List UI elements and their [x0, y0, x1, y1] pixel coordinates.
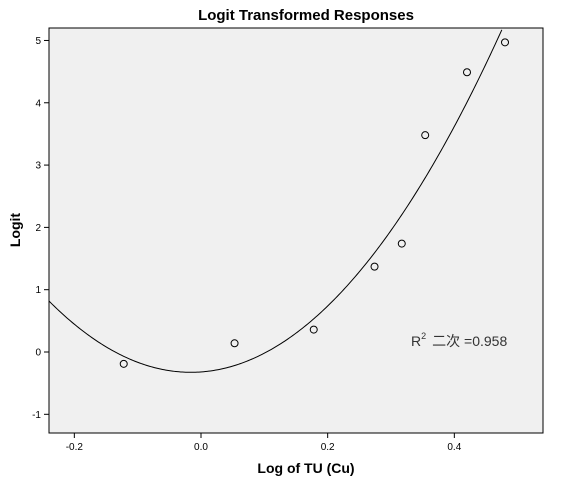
y-tick-label: 3	[35, 161, 41, 172]
chart-title: Logit Transformed Responses	[198, 7, 414, 24]
y-tick-label: -1	[32, 410, 41, 421]
fit-annotation-sup: 2	[421, 331, 426, 341]
x-tick-label: 0.4	[447, 442, 461, 453]
data-point	[421, 131, 430, 140]
x-tick-label: -0.2	[66, 442, 84, 453]
data-point	[230, 339, 239, 348]
data-point	[370, 262, 379, 271]
y-tick-label: 0	[35, 348, 41, 359]
data-point	[501, 38, 509, 47]
fit-annotation-base: R	[411, 333, 421, 349]
y-axis: -1 0 1 2 3 4 5	[32, 36, 49, 421]
data-point	[397, 239, 406, 248]
y-tick-label: 4	[35, 98, 41, 109]
x-axis: -0.2 0.0 0.2 0.4	[66, 433, 462, 453]
y-tick-label: 1	[35, 285, 41, 296]
y-tick-label: 2	[35, 223, 41, 234]
y-axis-label: Logit	[7, 213, 23, 248]
data-point	[309, 325, 318, 334]
x-axis-label: Log of TU (Cu)	[257, 460, 354, 476]
data-point	[119, 359, 128, 368]
data-points	[119, 38, 509, 368]
fit-annotation-text: 二次 =0.958	[432, 333, 507, 349]
data-point	[463, 68, 471, 77]
x-tick-label: 0.0	[194, 442, 208, 453]
fit-curve	[48, 29, 503, 373]
x-tick-label: 0.2	[321, 442, 335, 453]
plot-area	[48, 27, 544, 434]
fit-annotation: R2 二次 =0.958	[411, 331, 507, 349]
y-tick-label: 5	[35, 36, 41, 47]
